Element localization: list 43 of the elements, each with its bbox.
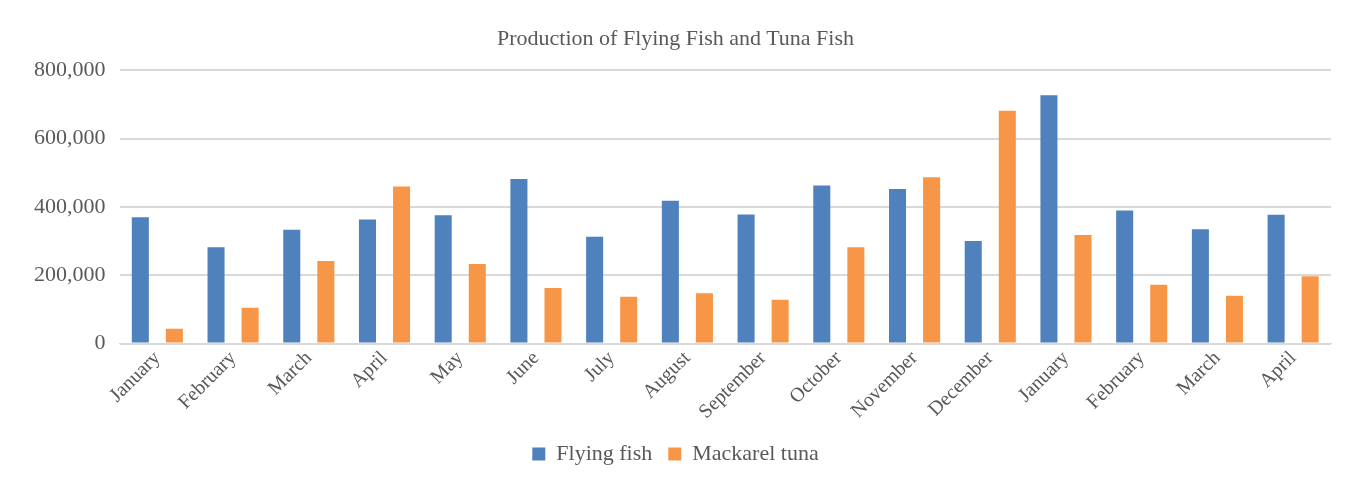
bar — [207, 247, 225, 343]
bar — [998, 110, 1016, 343]
chart-title: Production of Flying Fish and Tuna Fish — [497, 24, 854, 50]
x-tick-label: June — [501, 345, 543, 388]
bar — [737, 214, 755, 343]
bar — [695, 293, 713, 343]
bar — [393, 186, 411, 343]
bar — [923, 177, 941, 343]
x-tick-label: May — [425, 346, 468, 389]
bar — [1150, 284, 1168, 343]
bar — [620, 296, 638, 343]
y-tick-label: 400,000 — [34, 192, 106, 218]
bar — [165, 328, 183, 343]
bar — [1301, 276, 1319, 343]
bar — [1074, 234, 1092, 343]
legend-label: Mackarel tuna — [692, 439, 819, 465]
legend-label: Flying fish — [556, 439, 653, 465]
y-tick-label: 600,000 — [34, 124, 106, 150]
bar — [1225, 295, 1243, 343]
bar — [241, 307, 259, 343]
bar — [1116, 210, 1134, 343]
bar — [847, 247, 865, 343]
bar — [358, 219, 376, 343]
bar — [1191, 229, 1209, 343]
bar — [1267, 214, 1285, 343]
bar — [544, 287, 562, 343]
bar — [131, 217, 149, 343]
bar — [586, 236, 604, 343]
bar — [771, 299, 789, 343]
x-tick-label: July — [579, 346, 619, 386]
y-tick-label: 800,000 — [34, 56, 106, 82]
bar — [964, 241, 982, 343]
bar — [888, 188, 907, 343]
bar — [1040, 95, 1058, 343]
bar — [283, 229, 301, 343]
bar — [468, 264, 486, 343]
y-tick-label: 200,000 — [34, 261, 106, 287]
y-tick-label: 0 — [94, 329, 106, 355]
bar — [434, 215, 452, 343]
bar — [510, 178, 528, 343]
bar — [813, 185, 831, 343]
bar — [317, 260, 335, 343]
bar — [661, 200, 679, 343]
